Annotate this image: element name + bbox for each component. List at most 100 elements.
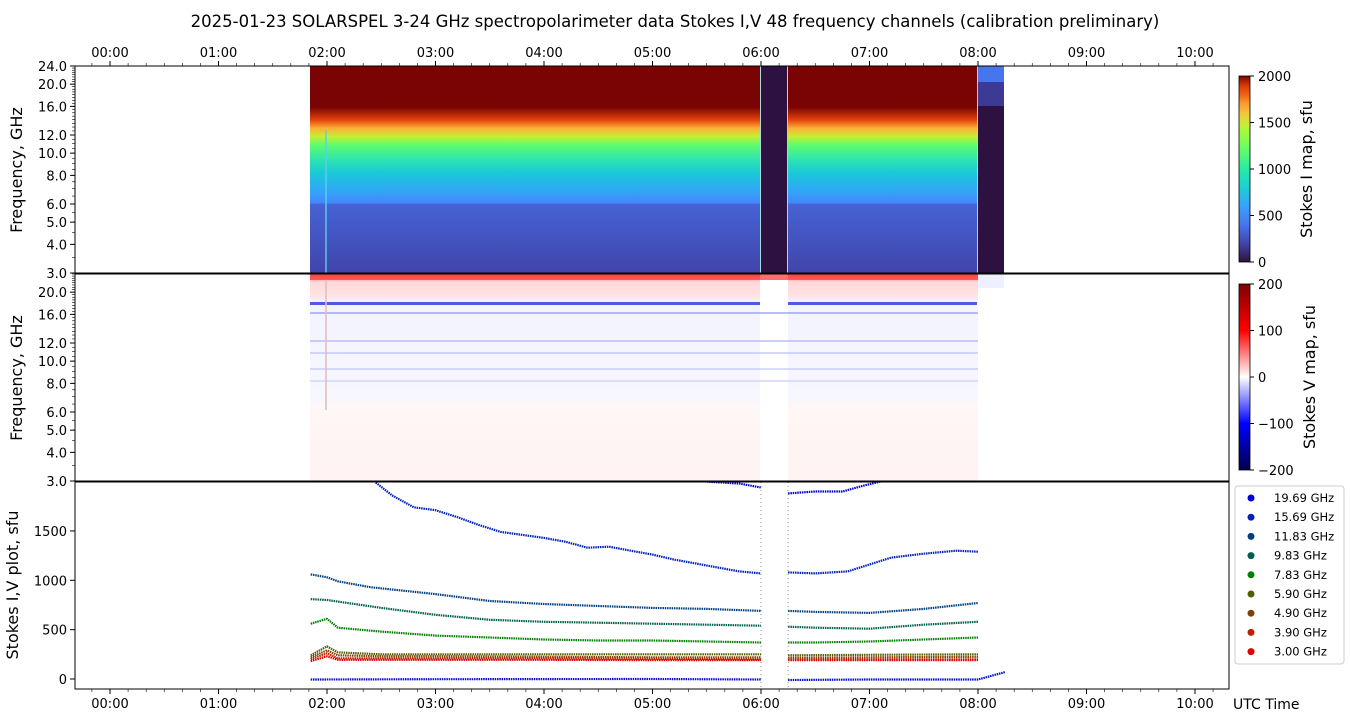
legend-marker	[1247, 609, 1255, 617]
stokes-v-band-6	[310, 368, 978, 370]
bottom-xtick-label: 08:00	[959, 697, 996, 712]
top-xtick-label: 01:00	[200, 46, 237, 61]
legend-marker	[1247, 513, 1255, 521]
legend-label: 15.69 GHz	[1274, 510, 1334, 524]
stokes-v-colorbar: 200 100 0 −100 −200 Stokes V map, sfu	[1238, 278, 1319, 479]
stokes-i-spectrum-block-1	[310, 66, 760, 273]
stokes-v-colorbar-label: Stokes V map, sfu	[1300, 305, 1319, 449]
stokes-i-colorbar-tick-label: 1000	[1258, 163, 1291, 178]
series-line-5-90-GHz	[788, 653, 979, 657]
legend-label: 5.90 GHz	[1274, 587, 1327, 601]
stokes-v-top-band	[310, 274, 978, 280]
stokes-v-ytick-label: 5.0	[46, 424, 67, 439]
stokes-i-ytick-label: 5.0	[46, 216, 67, 231]
legend-marker	[1247, 552, 1255, 560]
series-line-7-83-GHz	[788, 636, 979, 644]
series-line-4-90-GHz	[788, 655, 979, 659]
legend-marker	[1247, 628, 1255, 636]
legend-marker	[1247, 590, 1255, 598]
stokes-plot-ylabel: Stokes I,V plot, sfu	[3, 511, 22, 660]
stokes-v-band-2	[788, 302, 977, 305]
series-line-11-83-GHz	[310, 573, 762, 612]
stokes-i-ytick-label: 12.0	[38, 129, 67, 144]
top-xtick-label: 10:00	[1176, 46, 1213, 61]
series-line-15-69-GHz	[788, 549, 979, 575]
series-line-19-69-GHz	[788, 482, 881, 495]
stokes-v-gap-2	[978, 274, 1004, 288]
legend-marker	[1247, 494, 1255, 502]
stokes-i-gap-2-mid	[978, 82, 1004, 106]
x-axis-label: UTC Time	[1233, 697, 1299, 713]
top-xtick-label: 08:00	[959, 46, 996, 61]
series-line-9-83-GHz	[310, 598, 762, 627]
stokes-v-band-5	[310, 352, 978, 354]
stokes-i-ytick-label: 3.0	[46, 267, 67, 282]
stokes-v-colorbar-tick-label: 0	[1258, 371, 1266, 386]
series-line-3-00-GHz	[310, 655, 761, 663]
bottom-xtick-label: 01:00	[200, 697, 237, 712]
stokes-i-colorbar-label: Stokes I map, sfu	[1297, 100, 1316, 238]
series-line-11-83-GHz	[788, 601, 979, 614]
stokes-i-ytick-label: 24.0	[38, 60, 67, 75]
series-line-15-69-GHz	[375, 482, 762, 575]
stokes-i-gap-2-top	[978, 66, 1004, 82]
legend-label: 11.83 GHz	[1274, 529, 1334, 543]
bottom-xtick-label: 10:00	[1176, 697, 1213, 712]
stokes-i-ylabel: Frequency, GHz	[7, 107, 26, 233]
stokes-i-panel	[74, 65, 1230, 274]
stokes-v-ylabel: Frequency, GHz	[7, 315, 26, 441]
series-line-9-83-GHz	[788, 620, 979, 630]
plot-ytick-label: 500	[42, 624, 67, 639]
stokes-v-ytick-label: 12.0	[38, 337, 67, 352]
bottom-xtick-label: 09:00	[1068, 697, 1105, 712]
top-xtick-label: 02:00	[308, 46, 345, 61]
plot-ytick-label: 1500	[34, 525, 67, 540]
stokes-v-colorbar-tick-label: 200	[1258, 278, 1283, 293]
series-line-7-83-GHz	[310, 617, 762, 644]
legend-label: 19.69 GHz	[1274, 491, 1334, 505]
stokes-v-colorbar-tick-label: −100	[1258, 418, 1294, 433]
plot-ytick-label: 0	[59, 673, 67, 688]
top-xtick-label: 03:00	[417, 46, 454, 61]
bottom-xtick-label: 04:00	[525, 697, 562, 712]
stokes-v-band-1	[310, 302, 760, 305]
stokes-v-colorbar-tick-label: 100	[1258, 325, 1283, 340]
series-line-19-69-GHz	[706, 482, 762, 489]
stokes-i-ytick-label: 8.0	[46, 169, 67, 184]
legend-label: 3.00 GHz	[1274, 645, 1327, 659]
series-line-Stokes-V-all-channels-	[788, 671, 1006, 682]
series-line-4-90-GHz	[310, 649, 761, 659]
top-xtick-label: 07:00	[851, 46, 888, 61]
bottom-xtick-label: 06:00	[742, 697, 779, 712]
stokes-i-ytick-label: 16.0	[38, 100, 67, 115]
stokes-i-colorbar-tick-label: 1500	[1258, 117, 1291, 132]
stokes-v-spectrum	[310, 274, 978, 481]
stokes-i-ytick-label: 10.0	[38, 147, 67, 162]
stokes-i-colorbar-tick-label: 0	[1258, 256, 1266, 271]
stokes-v-panel	[74, 273, 1230, 482]
stokes-i-colorbar-tick-label: 500	[1258, 210, 1283, 225]
stokes-v-ytick-label: 6.0	[46, 406, 67, 421]
stokes-i-ytick-label: 6.0	[46, 198, 67, 213]
top-xtick-label: 06:00	[742, 46, 779, 61]
stokes-plot-panel	[74, 481, 1230, 690]
stokes-v-ytick-label: 3.0	[46, 475, 67, 490]
stokes-v-band-4	[310, 340, 978, 342]
stokes-i-colorbar: 2000 1500 1000 500 0 Stokes I map, sfu	[1238, 70, 1316, 271]
legend-label: 3.90 GHz	[1274, 625, 1327, 639]
top-xtick-label: 04:00	[525, 46, 562, 61]
legend-label: 7.83 GHz	[1274, 568, 1327, 582]
legend-label: 9.83 GHz	[1274, 549, 1327, 563]
top-xtick-label: 05:00	[634, 46, 671, 61]
stokes-v-ytick-label: 4.0	[46, 446, 67, 461]
stokes-i-gap-1	[760, 66, 788, 273]
legend-label: 4.90 GHz	[1274, 606, 1327, 620]
stokes-i-ytick-label: 20.0	[38, 78, 67, 93]
stokes-v-ytick-label: 16.0	[38, 308, 67, 323]
bottom-xtick-label: 00:00	[91, 697, 128, 712]
stokes-v-band-3	[310, 312, 978, 314]
stokes-i-colorbar-tick-label: 2000	[1258, 70, 1291, 85]
stokes-v-ytick-label: 10.0	[38, 355, 67, 370]
series-line-3-90-GHz	[310, 652, 762, 661]
